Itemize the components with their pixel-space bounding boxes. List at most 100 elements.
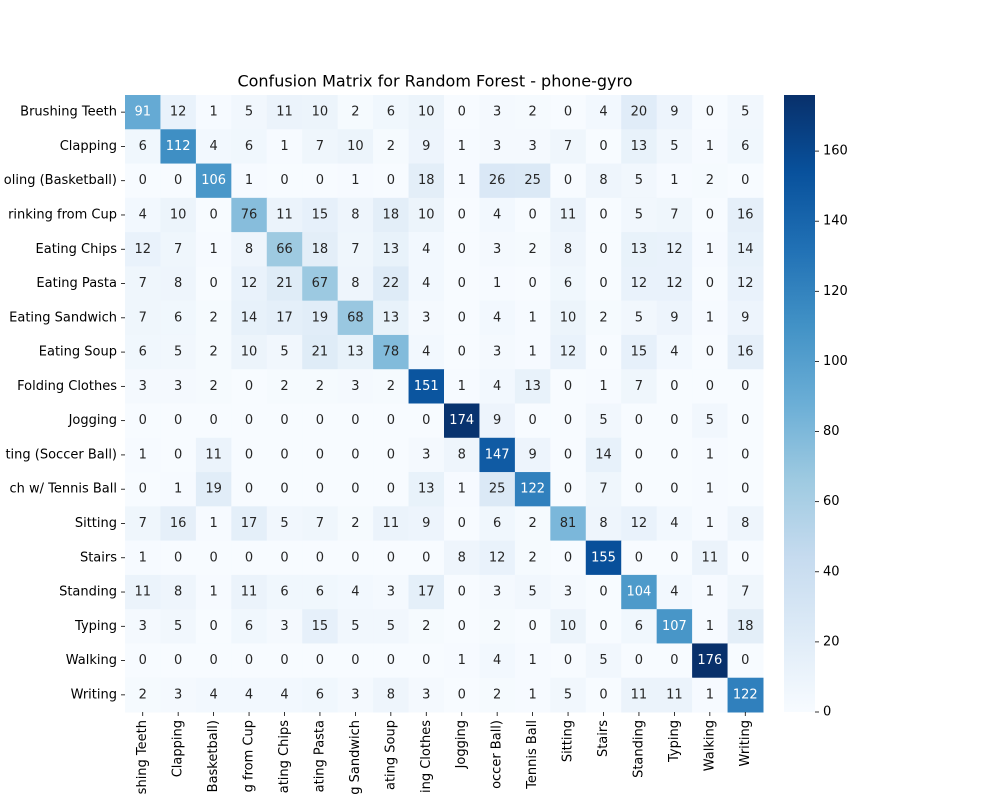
cell-value: 21 [276,276,293,291]
heatmap-cell [514,472,551,507]
heatmap-cell [727,334,764,370]
cell-value: 0 [245,653,253,668]
cell-value: 2 [387,379,395,394]
cell-value: 0 [564,413,572,428]
cell-value: 0 [280,447,288,462]
heatmap-cell [195,197,232,233]
cell-value: 0 [564,550,572,565]
cell-value: 8 [599,173,607,188]
heatmap-cell [337,574,374,610]
cell-value: 0 [599,687,607,702]
cell-value: 5 [564,687,572,702]
heatmap-cell [160,506,197,542]
cell-value: 81 [560,516,577,531]
cell-value: 17 [241,516,258,531]
heatmap-cell [302,163,339,199]
cell-value: 2 [209,379,217,394]
cell-value: 4 [670,345,678,360]
cell-value: 0 [706,105,714,120]
heatmap-cell [160,300,197,336]
heatmap-cell [195,163,232,199]
heatmap-cell [727,369,764,404]
cell-value: 1 [458,653,466,668]
colorbar-tick-label: 160 [823,144,848,159]
heatmap-cell [656,163,693,199]
cell-value: 1 [528,653,536,668]
heatmap-cell [125,266,161,302]
cell-value: 8 [458,447,466,462]
heatmap-cell [337,369,374,404]
heatmap-cell [550,369,587,404]
heatmap-cell [373,129,410,165]
cell-value: 176 [697,653,722,668]
heatmap-cell [408,437,445,473]
heatmap-cell [656,232,693,267]
x-tick-label: ating Chips [277,720,292,793]
heatmap-cell [408,403,445,439]
heatmap-cell [337,232,374,267]
chart-title: Confusion Matrix for Random Forest - pho… [237,72,632,91]
cell-value: 12 [489,550,506,565]
heatmap-cell [550,232,587,267]
cell-value: 20 [631,105,648,120]
cell-value: 1 [174,482,182,497]
heatmap-cell [302,95,339,130]
heatmap-cell [160,266,197,302]
cell-value: 0 [741,379,749,394]
cell-value: 8 [245,242,253,257]
y-tick-label: Eating Pasta [36,276,117,291]
heatmap-cell [479,334,516,370]
heatmap-cell [373,300,410,336]
heatmap-cell [514,677,551,713]
heatmap-cell [656,677,693,713]
heatmap-cell [514,574,551,610]
heatmap-cell [160,334,197,370]
heatmap-cell [727,677,764,713]
cell-value: 1 [245,173,253,188]
cell-value: 0 [458,516,466,531]
cell-value: 4 [670,516,678,531]
heatmap-cell [550,472,587,507]
cell-value: 0 [209,653,217,668]
y-tick-label: ting (Soccer Ball) [5,447,117,462]
heatmap-cell [125,506,161,542]
heatmap-cell [692,300,729,336]
cell-value: 1 [139,447,147,462]
heatmap-cell [621,95,658,130]
heatmap-cell [550,95,587,130]
cell-value: 1 [599,379,607,394]
cell-value: 3 [493,585,501,600]
cell-value: 3 [493,139,501,154]
heatmap-cell [444,95,480,130]
heatmap-cell [585,472,622,507]
heatmap-cell [621,437,658,473]
heatmap-cell [585,506,622,542]
x-tick-label: ating Pasta [312,720,327,792]
heatmap-cell [231,197,268,233]
heatmap-cell [195,95,232,130]
heatmap-cell [621,574,658,610]
heatmap-cell [302,266,339,302]
heatmap-cell [692,163,729,199]
cell-value: 2 [351,105,359,120]
cell-value: 6 [245,139,253,154]
heatmap-cell [195,403,232,439]
cell-value: 0 [706,345,714,360]
heatmap-cell [160,369,197,404]
cell-value: 8 [458,550,466,565]
y-tick-label: Clapping [60,139,117,154]
cell-value: 0 [387,653,395,668]
cell-value: 8 [564,242,572,257]
heatmap-cell [337,609,374,644]
cell-value: 10 [418,207,435,222]
cell-value: 0 [458,585,466,600]
heatmap-cell [373,540,410,576]
cell-value: 0 [564,482,572,497]
heatmap-cell [160,437,197,473]
cell-value: 7 [599,482,607,497]
heatmap-cell [195,609,232,644]
heatmap-cell [692,403,729,439]
cell-value: 10 [347,139,364,154]
cell-value: 1 [458,173,466,188]
cell-value: 4 [670,585,678,600]
